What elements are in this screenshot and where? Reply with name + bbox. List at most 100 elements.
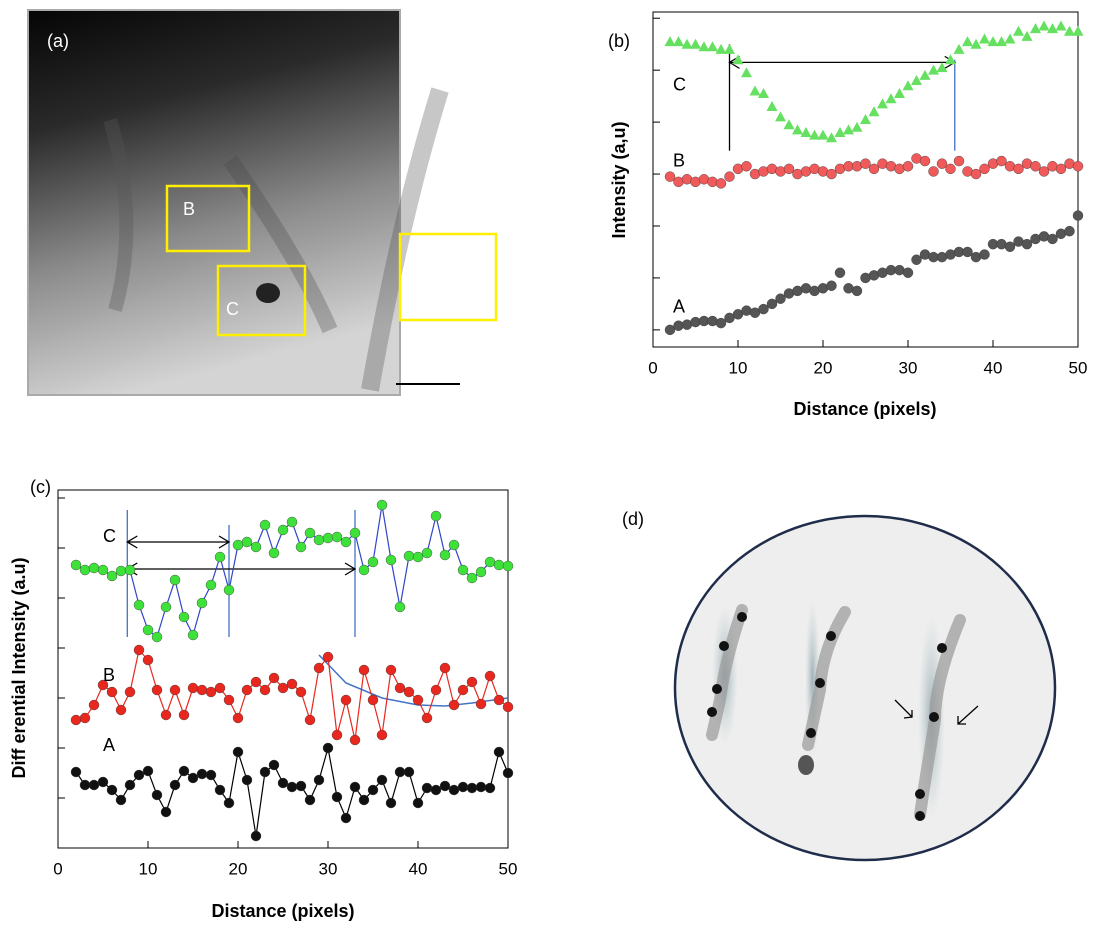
point (340, 694, 352, 706)
point (448, 784, 460, 796)
point (979, 163, 990, 175)
point (178, 765, 190, 777)
point (766, 298, 778, 310)
point (124, 686, 136, 698)
point (79, 779, 91, 791)
point (936, 62, 948, 73)
point (466, 676, 478, 688)
point (160, 709, 172, 721)
point (1064, 25, 1075, 36)
point (394, 601, 406, 613)
point (358, 564, 370, 576)
point (295, 780, 307, 792)
point (295, 686, 307, 698)
panel-label: (b) (608, 31, 630, 51)
point (214, 784, 226, 796)
plot-frame (57, 489, 509, 849)
region-label: B (183, 199, 195, 219)
point (214, 682, 226, 694)
point (268, 759, 280, 771)
point (809, 129, 820, 140)
point (322, 532, 334, 544)
point (484, 556, 496, 568)
x-tick-label: 10 (139, 859, 158, 878)
point (962, 36, 973, 47)
point (681, 38, 693, 49)
point (502, 560, 514, 572)
point (367, 694, 379, 706)
point (151, 631, 163, 643)
point (79, 712, 91, 724)
x-axis-title: Distance (pixels) (211, 901, 354, 921)
point (187, 629, 199, 641)
point (376, 499, 388, 511)
point (313, 534, 325, 546)
point (457, 684, 469, 696)
point (358, 664, 370, 676)
point (124, 779, 136, 791)
point (187, 682, 199, 694)
point (484, 782, 496, 794)
point (1038, 166, 1050, 177)
point (250, 676, 262, 688)
region-label: C (226, 299, 239, 319)
point (1030, 23, 1041, 34)
point (259, 766, 271, 778)
point (295, 541, 307, 553)
point (970, 38, 982, 49)
point (962, 246, 973, 258)
point (106, 784, 118, 796)
point (151, 684, 163, 696)
point (124, 564, 136, 576)
point (88, 562, 100, 574)
point (268, 547, 280, 559)
point (475, 698, 487, 710)
panel-label: (c) (30, 477, 51, 497)
point (741, 161, 752, 172)
point (928, 64, 939, 75)
point (475, 566, 487, 578)
point (97, 679, 109, 691)
point (766, 101, 778, 112)
point (169, 779, 181, 791)
point (358, 794, 370, 806)
y-axis-title: Diff erential Intensity (a.u) (9, 557, 29, 778)
point (430, 784, 442, 796)
point (894, 88, 905, 99)
point (349, 527, 361, 539)
panel-label: (a) (47, 31, 69, 51)
point (421, 712, 433, 724)
point (169, 574, 181, 586)
point (376, 774, 388, 786)
point (394, 682, 406, 694)
point (97, 776, 109, 788)
point (970, 168, 982, 180)
point (340, 812, 352, 824)
x-tick-label: 50 (499, 859, 518, 878)
point (286, 516, 298, 528)
dots (707, 612, 947, 821)
point (142, 624, 154, 636)
point (664, 324, 676, 336)
point (664, 171, 676, 182)
point (439, 549, 451, 561)
point (457, 781, 469, 793)
point (953, 155, 965, 167)
point (749, 85, 761, 96)
series-label: B (673, 150, 685, 170)
point (430, 510, 442, 522)
point (979, 249, 990, 260)
point (142, 765, 154, 777)
point (403, 766, 415, 778)
point (1072, 161, 1084, 172)
point (232, 539, 244, 551)
series-label: A (103, 735, 115, 755)
point (106, 686, 118, 698)
point (1047, 23, 1058, 34)
point (792, 124, 803, 135)
point (448, 539, 460, 551)
point (151, 789, 163, 801)
point (412, 797, 424, 809)
point (259, 684, 271, 696)
point (277, 524, 289, 536)
